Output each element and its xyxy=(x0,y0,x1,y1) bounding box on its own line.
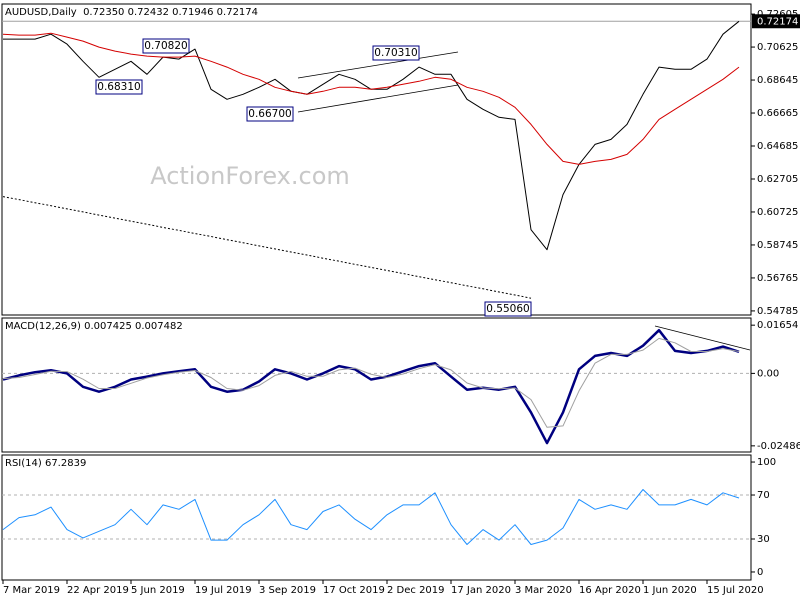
x-tick-label: 17 Oct 2019 xyxy=(323,585,385,596)
y-tick-label: 0.00 xyxy=(757,368,779,379)
y-tick-label: 0.66665 xyxy=(757,108,798,119)
x-tick-label: 19 Jul 2019 xyxy=(195,585,252,596)
x-tick-label: 3 Mar 2020 xyxy=(515,585,572,596)
series-line xyxy=(2,337,740,428)
y-tick-label: 0.58745 xyxy=(757,240,798,251)
y-tick-label: 30 xyxy=(757,534,770,545)
x-tick-label: 17 Jan 2020 xyxy=(451,585,511,596)
annotation-label: 0.66700 xyxy=(248,108,291,120)
panel-frame xyxy=(1,317,752,453)
trendline xyxy=(297,84,459,113)
trendline xyxy=(654,325,751,351)
series-line xyxy=(2,489,740,545)
annotation-label: 0.68310 xyxy=(97,81,140,93)
y-tick-label: 0.62705 xyxy=(757,174,798,185)
y-tick-label: 70 xyxy=(757,490,770,501)
annotation-box xyxy=(95,79,143,95)
panel-title: AUDUSD,Daily 0.72350 0.72432 0.71946 0.7… xyxy=(5,7,258,18)
y-tick-label: 0.70625 xyxy=(757,42,798,53)
y-tick-label: 100 xyxy=(757,457,776,468)
annotation-box xyxy=(142,38,190,54)
y-tick-label: 0.60725 xyxy=(757,207,798,218)
y-tick-label: 0 xyxy=(757,567,763,578)
x-tick-label: 2 Dec 2019 xyxy=(387,585,445,596)
series-line xyxy=(2,196,532,299)
x-tick-label: 5 Jun 2019 xyxy=(131,585,185,596)
trendline xyxy=(297,51,459,79)
annotation-label: 0.70310 xyxy=(374,47,417,59)
panel-title: RSI(14) 67.2839 xyxy=(5,458,86,469)
watermark: ActionForex.com xyxy=(150,162,350,190)
x-tick-label: 7 Mar 2019 xyxy=(3,585,60,596)
y-tick-label: -0.02486 xyxy=(757,441,800,452)
last-price-box xyxy=(752,14,800,29)
x-tick-label: 22 Apr 2019 xyxy=(67,585,129,596)
x-tick-label: 16 Apr 2020 xyxy=(579,585,641,596)
series-line xyxy=(2,32,740,165)
annotation-label: 0.55060 xyxy=(486,303,529,315)
annotation-box xyxy=(372,45,420,61)
last-price-label: 0.72174 xyxy=(757,16,798,27)
y-tick-label: 0.54785 xyxy=(757,306,798,317)
y-tick-label: 0.56765 xyxy=(757,273,798,284)
y-tick-label: 0.01654 xyxy=(757,320,798,331)
panel-title: MACD(12,26,9) 0.007425 0.007482 xyxy=(5,321,183,332)
x-tick-label: 3 Sep 2019 xyxy=(259,585,316,596)
x-tick-label: 15 Jul 2020 xyxy=(707,585,764,596)
x-tick-label: 1 Jun 2020 xyxy=(643,585,697,596)
y-tick-label: 0.68645 xyxy=(757,75,798,86)
panel-frame xyxy=(1,3,752,316)
annotation-box xyxy=(484,301,532,317)
y-tick-label: 0.64685 xyxy=(757,141,798,152)
annotation-label: 0.70820 xyxy=(144,40,187,52)
annotation-box xyxy=(246,106,294,122)
panel-frame xyxy=(1,454,752,581)
